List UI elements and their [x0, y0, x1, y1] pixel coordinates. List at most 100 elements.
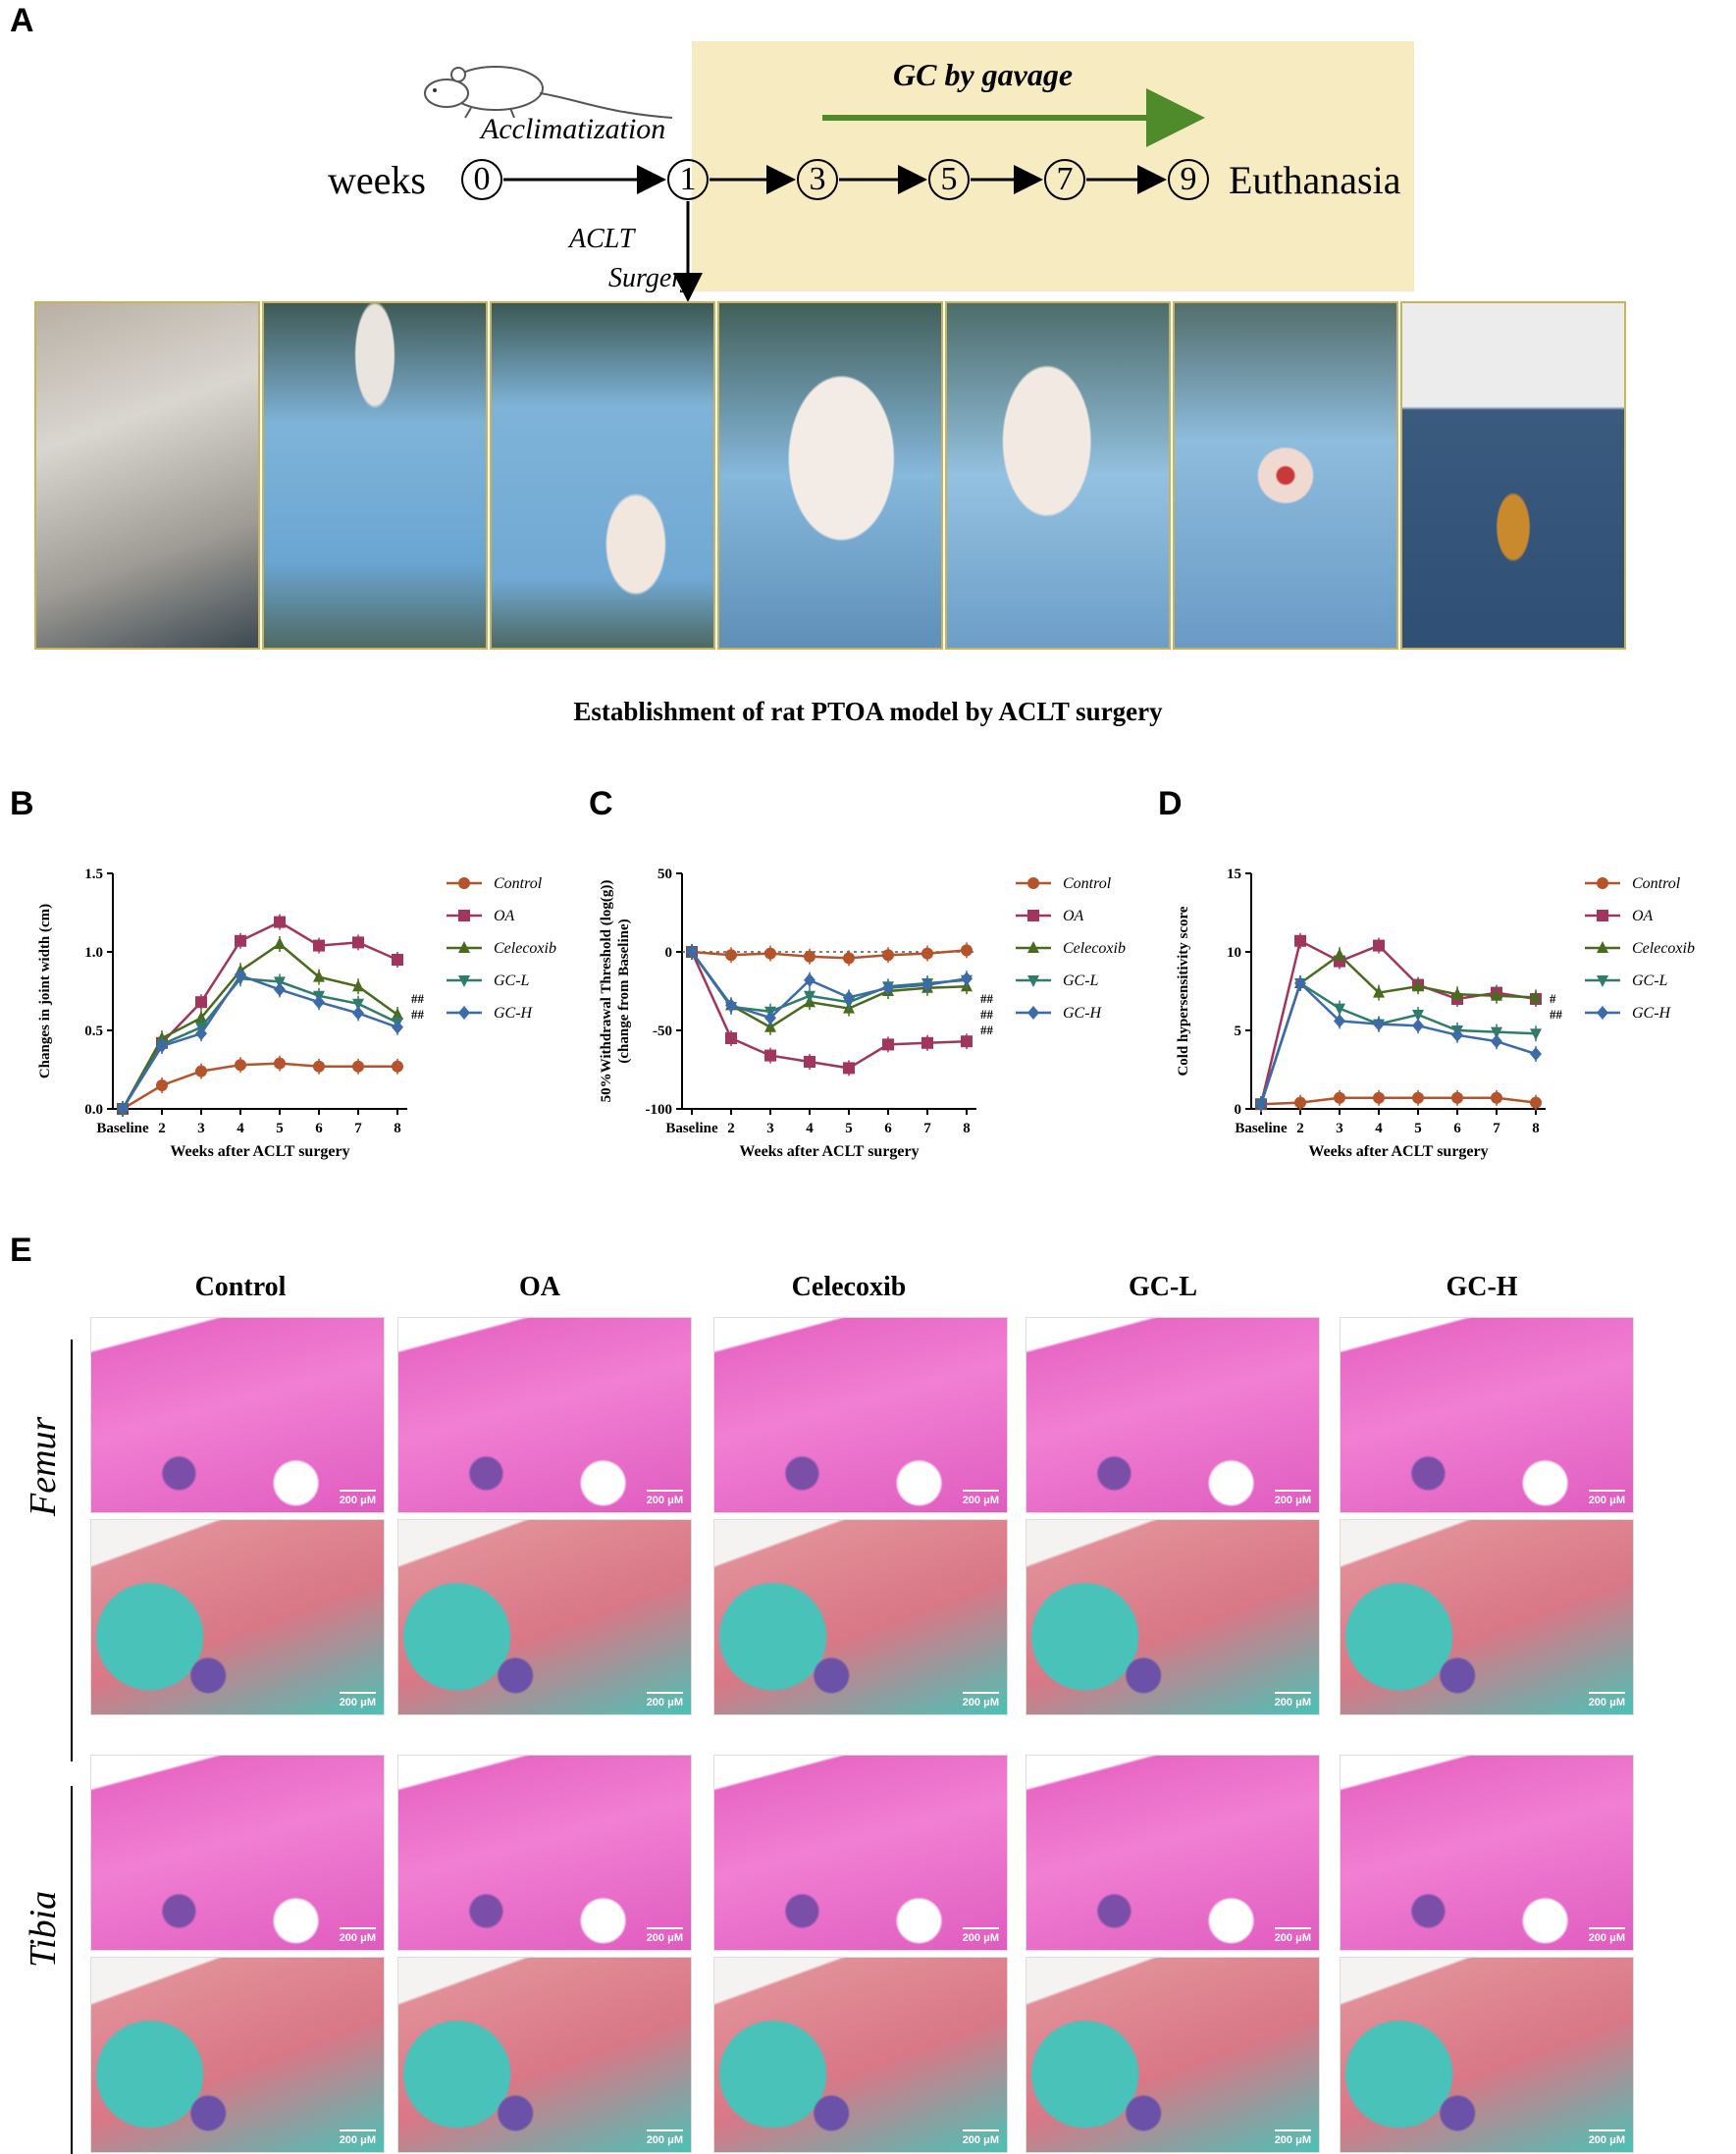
x-tick-label: 5 [1414, 1121, 1422, 1136]
safranin-o-stain-image: 200 μM [397, 1519, 692, 1715]
legend-label-control: Control [494, 875, 543, 892]
withdrawal-threshold-chart: -100 -50 0 50 Baseline 2 3 4 5 6 7 8 Weeks after ACL… [599, 867, 1126, 1160]
he-stain-image: 200 μM [90, 1317, 385, 1513]
he-stain-image: 200 μM [713, 1317, 1008, 1513]
point-gc-h [1530, 1047, 1542, 1061]
rat-icon [424, 66, 673, 119]
legend-marker [1027, 1006, 1039, 1020]
x-tick-label: 2 [158, 1121, 166, 1136]
week-marker-0: 0 [461, 159, 502, 200]
scale-bar-label: 200 μM [1588, 2129, 1626, 2146]
legend-label-control: Control [1632, 875, 1681, 892]
legend-marker [458, 941, 470, 953]
x-tick-label: 3 [197, 1121, 205, 1136]
y-tick-label: -50 [653, 1024, 672, 1039]
point-gc-h [1373, 1017, 1385, 1031]
x-tick-label: 5 [845, 1121, 853, 1136]
legend-label-gc-h: GC-H [494, 1005, 534, 1022]
legend-label-gc-h: GC-H [1063, 1005, 1103, 1022]
legend-marker [458, 1006, 470, 1020]
legend-label-gc-l: GC-L [494, 972, 530, 989]
significance-marker: ## [980, 1023, 994, 1037]
point-oa [195, 996, 207, 1009]
he-stain-image: 200 μM [397, 1755, 692, 1951]
row-header-femur: Femur [23, 1416, 64, 1516]
point-celecoxib [1491, 988, 1502, 1001]
point-control [764, 947, 776, 960]
point-celecoxib [764, 1020, 776, 1032]
point-gc-h [1451, 1027, 1463, 1042]
point-oa [1294, 934, 1306, 947]
point-control [274, 1057, 286, 1070]
point-control [1373, 1091, 1385, 1104]
legend-marker [1597, 975, 1608, 987]
surgery-label-line2: Surgery [608, 263, 695, 293]
series-line-gc-l [1259, 981, 1537, 1105]
y-tick-label: 0 [665, 945, 673, 961]
point-gc-h [1294, 976, 1306, 990]
gavage-label: GC by gavage [893, 57, 1074, 92]
series-line-oa [690, 951, 968, 1070]
legend-label-oa: OA [1632, 908, 1654, 924]
safranin-o-stain-image: 200 μM [397, 1957, 692, 2153]
significance-marker: ## [980, 1007, 994, 1022]
legend-marker [1027, 975, 1039, 987]
point-gc-h [156, 1039, 168, 1053]
series-line-gc-h [690, 951, 968, 1020]
legend-label-gc-h: GC-H [1632, 1005, 1672, 1022]
point-gc-h [274, 982, 286, 997]
x-axis-label: Weeks after ACLT surgery [170, 1143, 349, 1160]
series-line-gc-l [121, 976, 398, 1110]
x-tick-label: 3 [766, 1121, 774, 1136]
legend-marker [1027, 941, 1039, 953]
safranin-o-stain-image: 200 μM [1340, 1957, 1634, 2153]
point-oa [961, 1035, 973, 1048]
point-control [195, 1065, 207, 1077]
column-header-celecoxib: Celecoxib [791, 1272, 907, 1302]
scale-bar-label: 200 μM [962, 2129, 1000, 2146]
scale-bar-label: 200 μM [1274, 1927, 1312, 1944]
he-stain-image: 200 μM [713, 1755, 1008, 1951]
safranin-o-stain-image: 200 μM [1026, 1957, 1320, 2153]
scale-bar-label: 200 μM [962, 1692, 1000, 1708]
series-line-gc-h [121, 973, 398, 1110]
series-line-oa [1259, 938, 1537, 1105]
y-tick-label: 15 [1227, 867, 1241, 882]
point-control [352, 1060, 364, 1073]
point-gc-l [804, 990, 815, 1003]
point-gc-h [313, 995, 325, 1010]
x-tick-label: 8 [1532, 1121, 1540, 1136]
x-tick-label: 7 [923, 1121, 931, 1136]
legend-marker [1597, 941, 1608, 953]
point-celecoxib [1373, 985, 1385, 998]
point-control [725, 949, 737, 962]
weeks-label: weeks [328, 158, 426, 202]
panel-label-b: B [10, 785, 34, 822]
scale-bar-label: 200 μM [1274, 1490, 1312, 1506]
week-marker-9: 9 [1168, 159, 1209, 200]
point-oa [921, 1036, 933, 1049]
he-stain-image: 200 μM [1026, 1317, 1320, 1513]
panel-label-a: A [10, 2, 34, 39]
y-axis-label: Changes in joint width (cm) [37, 904, 53, 1078]
point-gc-h [961, 972, 973, 986]
point-gc-h [1412, 1019, 1424, 1033]
point-celecoxib [1412, 979, 1424, 992]
series-line-celecoxib [121, 942, 398, 1110]
photo-rat-draped [262, 301, 488, 650]
legend-label-celecoxib: Celecoxib [1632, 940, 1695, 957]
scale-bar-label: 200 μM [1274, 1692, 1312, 1708]
point-oa [274, 916, 286, 928]
y-tick-label: 1.0 [84, 945, 103, 961]
point-oa [313, 939, 325, 952]
week-marker-3: 3 [797, 159, 838, 200]
point-gc-h [921, 977, 933, 992]
legend-marker [1027, 910, 1039, 921]
photo-rat-in-restrainer [34, 301, 260, 650]
legend-label-celecoxib: Celecoxib [1063, 940, 1126, 957]
y-axis-label-2: (change from Baseline) [616, 919, 632, 1063]
column-header-control: Control [194, 1272, 287, 1302]
series-line-celecoxib [690, 951, 968, 1029]
x-tick-label: 6 [315, 1121, 323, 1136]
legend-label-gc-l: GC-L [1632, 972, 1668, 989]
